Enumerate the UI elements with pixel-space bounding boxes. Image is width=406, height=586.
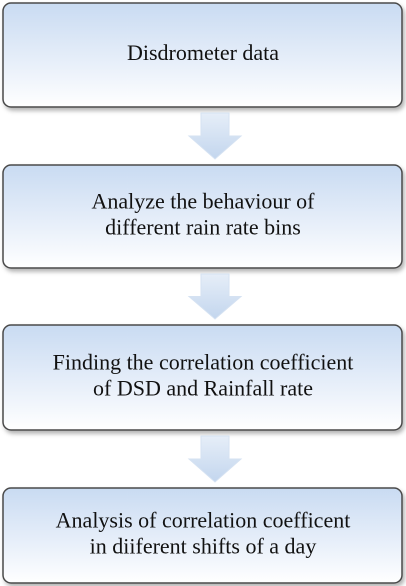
process-box: [2, 487, 403, 584]
flow-arrow: [187, 112, 243, 160]
box-label: Finding the correlation coefficient: [53, 350, 354, 375]
flow-arrow: [187, 273, 243, 320]
box-label: Analysis of correlation coefficent: [56, 508, 351, 533]
process-box: [2, 2, 403, 108]
box-label: Disdrometer data: [127, 40, 279, 65]
box-label: different rain rate bins: [105, 215, 301, 240]
box-label: in diiferent shifts of a day: [90, 534, 317, 559]
flow-arrow: [187, 435, 243, 483]
process-box: [2, 164, 403, 269]
box-label: Analyze the behaviour of: [92, 189, 316, 214]
box-label: of DSD and Rainfall rate: [93, 376, 313, 401]
process-box: [2, 324, 403, 431]
